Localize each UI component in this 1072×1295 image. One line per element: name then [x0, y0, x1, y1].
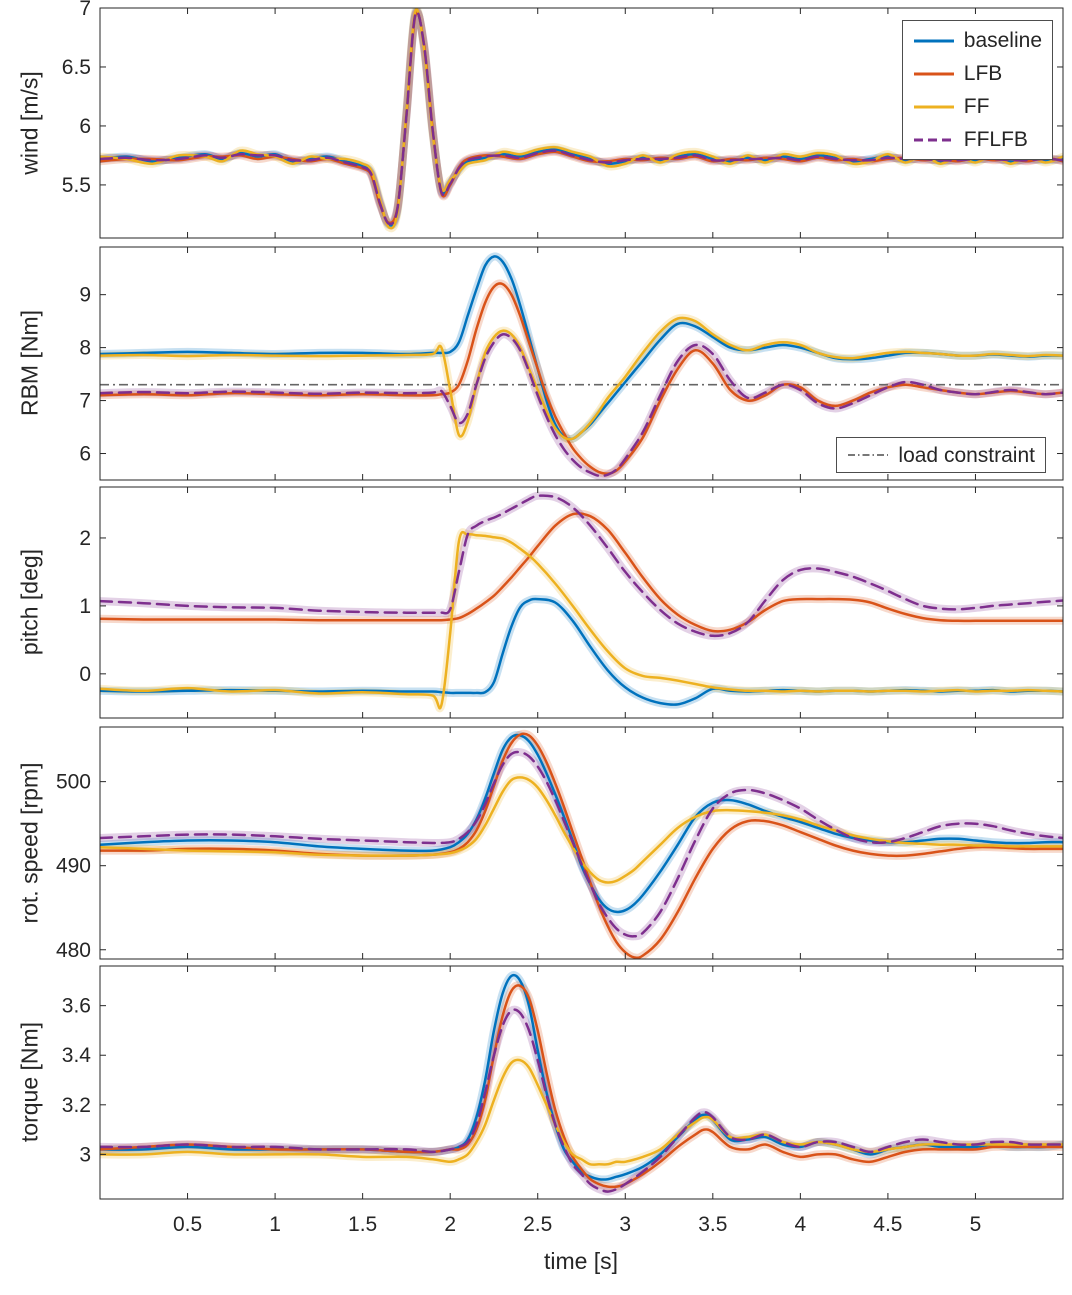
y-tick-label: 2	[79, 527, 91, 550]
legend-label-fflfb: FFLFB	[963, 128, 1028, 151]
y-axis-label-torque: torque [Nm]	[16, 1021, 43, 1143]
x-tick-label: 3	[619, 1213, 631, 1236]
series-ff-line	[100, 8, 1063, 230]
x-axis-label: time [s]	[543, 1248, 619, 1274]
legend-item-ff: FF	[913, 90, 1042, 123]
y-tick-label: 500	[56, 771, 91, 794]
series-fflfb-line	[100, 750, 1063, 938]
legend-line-fflfb	[913, 134, 955, 146]
y-tick-label: 3.4	[62, 1044, 92, 1067]
legend-item-load-constraint: load constraint	[847, 441, 1035, 469]
legend-label-baseline: baseline	[963, 29, 1042, 52]
subplot-rot-speed: 480 490 500	[56, 726, 1064, 962]
series-fflfb-line	[100, 494, 1063, 638]
y-axis-label-pitch: pitch [deg]	[16, 548, 43, 656]
series-baseline-line	[100, 255, 1063, 441]
legend-label-ff: FF	[963, 95, 990, 118]
x-tick-label: 2	[444, 1213, 456, 1236]
y-tick-label: 1	[79, 595, 91, 618]
legend-label-lfb: LFB	[963, 62, 1003, 85]
legend-load-constraint: load constraint	[836, 437, 1046, 473]
y-tick-label: 3.2	[62, 1094, 91, 1117]
series-ff-line	[100, 776, 1063, 884]
x-tick-label: 4	[795, 1213, 807, 1236]
x-tick-label: 1	[269, 1213, 281, 1236]
series-ff-line	[100, 316, 1063, 441]
x-tick-label: 2.5	[523, 1213, 552, 1236]
y-axis-label-rot-speed: rot. speed [rpm]	[16, 762, 43, 924]
legend-item-baseline: baseline	[913, 24, 1042, 57]
series-fflfb-line	[100, 1008, 1063, 1193]
subplot-pitch: 0 1 2	[79, 486, 1064, 719]
x-tick-label: 3.5	[698, 1213, 727, 1236]
axes-box	[99, 7, 1064, 239]
series-baseline-line	[100, 733, 1063, 914]
axes-box	[99, 726, 1064, 960]
x-tick-label: 0.5	[173, 1213, 202, 1236]
axes-box	[99, 965, 1064, 1200]
y-tick-label: 6	[79, 443, 91, 466]
y-tick-label: 490	[56, 855, 91, 878]
y-tick-label: 0	[79, 663, 91, 686]
y-tick-label: 8	[79, 337, 91, 360]
y-tick-label: 9	[79, 284, 91, 307]
subplot-wind: 5.5 6 6.5 7	[62, 0, 1064, 239]
y-axis-label-wind: wind [m/s]	[16, 71, 43, 175]
series-fflfb-line	[100, 332, 1063, 478]
y-axis-label-rbm: RBM [Nm]	[16, 309, 43, 417]
y-tick-label: 5.5	[62, 174, 91, 197]
legend-line-lfb	[913, 68, 955, 80]
legend-item-lfb: LFB	[913, 57, 1042, 90]
series-lfb-line	[100, 282, 1063, 475]
y-tick-label: 480	[56, 939, 91, 962]
y-tick-label: 6.5	[62, 56, 91, 79]
legend-line-baseline	[913, 35, 955, 47]
y-tick-label: 7	[79, 0, 91, 20]
x-tick-label: 1.5	[348, 1213, 377, 1236]
series-lfb-line	[100, 512, 1063, 633]
legend-line-ff	[913, 101, 955, 113]
series-baseline-band	[100, 252, 1063, 444]
y-tick-label: 7	[79, 390, 91, 413]
series-ff-band	[100, 313, 1063, 444]
x-tick-label: 4.5	[873, 1213, 902, 1236]
series-fflfb-line	[100, 10, 1063, 226]
x-tick-label: 5	[970, 1213, 982, 1236]
subplot-rbm: 6 7 8 9	[79, 246, 1064, 481]
y-tick-label: 6	[79, 115, 91, 138]
series-ff-line	[100, 1058, 1063, 1166]
series-ff-line	[100, 530, 1063, 710]
axes-box	[99, 486, 1064, 719]
subplot-torque: 0.5 1 1.5 2 2.5 3 3.5 4 4.5 5 3 3.2 3.4 3.6	[62, 965, 1064, 1236]
axes-box	[99, 246, 1064, 481]
legend-label-load-constraint: load constraint	[898, 443, 1035, 467]
legend-item-fflfb: FFLFB	[913, 123, 1042, 156]
series-baseline-band	[100, 730, 1063, 916]
y-tick-label: 3.6	[62, 995, 91, 1018]
legend-line-load-constraint	[847, 449, 889, 461]
y-tick-label: 3	[79, 1143, 91, 1166]
legend-main: baseline LFB FF FFLFB	[901, 20, 1053, 160]
